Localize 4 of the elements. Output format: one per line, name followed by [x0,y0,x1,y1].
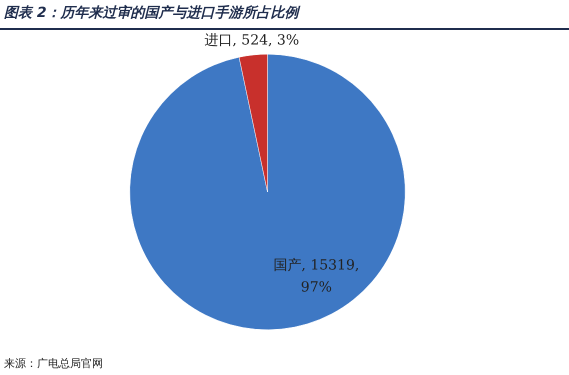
source-note: 来源：广电总局官网 [4,356,103,371]
chart-title: 图表 2：历年来过审的国产与进口手游所占比例 [4,4,299,22]
slice-label: 进口, 524, 3% [204,32,300,49]
slice-label: 国产, 15319, 97% [273,258,360,296]
